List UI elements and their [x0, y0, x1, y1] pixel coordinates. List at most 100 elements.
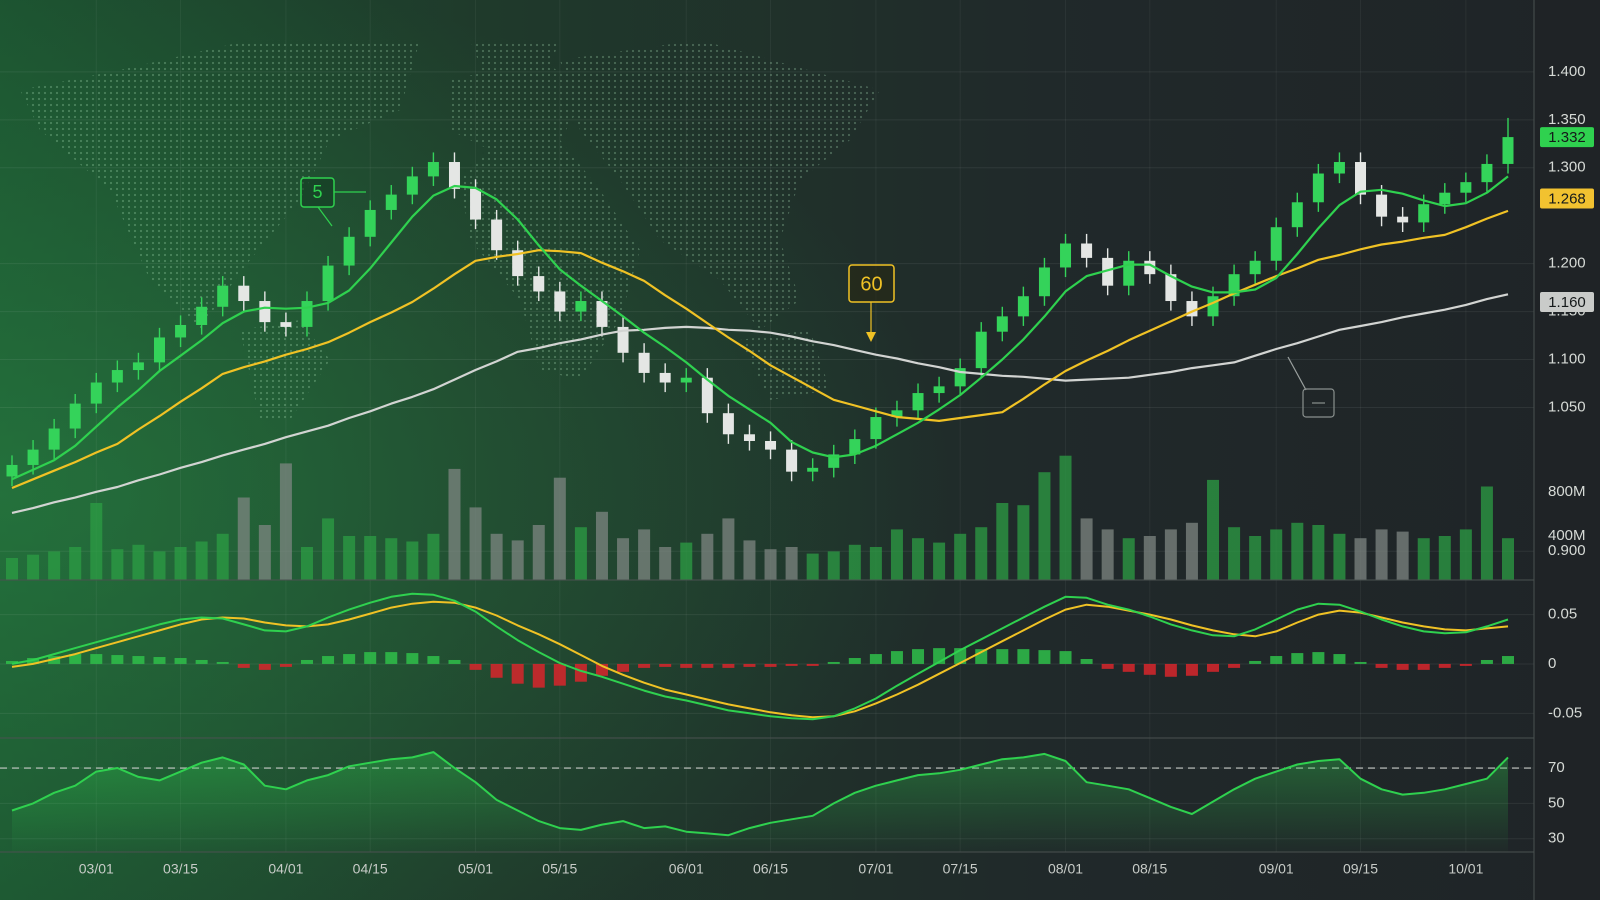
macd-histogram-bar [595, 663, 608, 676]
x-tick-label: 03/01 [79, 861, 114, 877]
annotation-text: 5 [312, 182, 322, 202]
volume-bar [174, 547, 187, 580]
macd-histogram-bar [1207, 663, 1220, 672]
volume-bar [638, 529, 651, 580]
candle-body [385, 194, 397, 210]
volume-bar [1438, 536, 1451, 580]
volume-bar [1291, 522, 1304, 580]
candle-body [1038, 267, 1050, 297]
volume-bar [1270, 529, 1283, 580]
volume-bar [954, 533, 967, 580]
volume-bar [890, 529, 903, 580]
macd-histogram-bar [1164, 663, 1177, 677]
macd-histogram-bar [912, 649, 925, 664]
macd-histogram-bar [890, 651, 903, 664]
candle-body [1481, 163, 1493, 183]
candle-body [870, 417, 882, 440]
macd-histogram-bar [743, 663, 756, 667]
x-tick-label: 05/01 [458, 861, 493, 877]
rsi-line [11, 751, 1509, 837]
candle-body [996, 316, 1008, 332]
candle-body [238, 285, 250, 302]
macd-histogram-bar [6, 660, 18, 664]
volume-bar [975, 527, 988, 580]
candle-body [1102, 257, 1114, 286]
candle-body [617, 326, 629, 353]
candle-body [1355, 162, 1367, 195]
candle-body [322, 265, 334, 302]
candle-body [1081, 243, 1093, 258]
candle-body [1144, 260, 1156, 275]
y-tick-label: -0.05 [1548, 704, 1582, 721]
macd-line [11, 592, 1509, 721]
candle-body [1165, 274, 1177, 302]
macd-histogram-bar [1438, 663, 1451, 668]
macd-histogram-bar [848, 658, 861, 664]
x-tick-label: 07/01 [858, 861, 893, 877]
volume-bar [1080, 518, 1093, 580]
volume-bar [532, 525, 545, 580]
volume-bar [343, 536, 356, 580]
candle-body [1249, 260, 1261, 275]
price-tag [1540, 127, 1594, 148]
candle-body [217, 285, 229, 307]
macd-histogram-bar [1101, 663, 1114, 669]
macd-histogram-bar [1059, 651, 1072, 664]
macd-histogram-bar [996, 649, 1009, 664]
x-tick-label: 05/15 [542, 861, 577, 877]
volume-bar [279, 463, 292, 580]
candle-body [554, 291, 566, 312]
candle-body [912, 393, 924, 411]
macd-histogram-bar [279, 663, 292, 667]
macd-histogram-bar [1122, 663, 1135, 672]
macd-histogram-bar [1502, 656, 1514, 664]
volume-bar [595, 511, 608, 580]
annotation-arrowhead [866, 332, 876, 342]
candle-body [849, 439, 861, 455]
candle-body [1312, 173, 1324, 203]
candle-body [427, 162, 439, 177]
y-tick-label: 1.400 [1548, 63, 1586, 80]
candle-body [933, 386, 945, 394]
candle-body [1333, 162, 1345, 174]
y-tick-label: 0 [1548, 655, 1556, 672]
macd-histogram-bar [511, 663, 524, 684]
volume-bar [69, 547, 82, 580]
annotation-ma60: 60 [848, 264, 895, 342]
axis-background [1534, 0, 1600, 900]
macd-histogram-bar [1080, 659, 1093, 664]
volume-bar [27, 554, 40, 580]
map-asia [560, 40, 880, 330]
annotation-ma5: 5 [300, 177, 366, 227]
volume-bar [1459, 529, 1472, 580]
macd-histogram-bar [1459, 663, 1472, 666]
volume-bar [1396, 531, 1409, 580]
candle-body [596, 301, 608, 327]
volume-bar [1101, 529, 1114, 580]
map-south-america [240, 320, 330, 420]
macd-line [11, 600, 1509, 719]
macd-histogram-bar [469, 663, 482, 670]
volume-bar [1207, 479, 1220, 580]
candle-body [153, 337, 165, 363]
volume-bar [216, 533, 229, 580]
candle-body [1502, 137, 1514, 164]
macd-histogram-bar [659, 663, 672, 667]
map-europe-africa [450, 60, 640, 380]
candle-body [1376, 194, 1388, 217]
macd-histogram-bar [237, 663, 250, 668]
macd-histogram-bar [869, 654, 882, 664]
volume-bar [6, 558, 18, 580]
candle-body [27, 449, 39, 465]
macd-histogram-bar [827, 661, 840, 664]
candle-body [680, 377, 692, 383]
annotation-arrow [1287, 356, 1307, 391]
macd-histogram-bar [195, 659, 208, 664]
candle-body [786, 449, 798, 472]
y-tick-label: 1.200 [1548, 255, 1586, 272]
volume-bar [827, 551, 840, 580]
candle-body [364, 209, 376, 237]
x-tick-label: 09/15 [1343, 861, 1378, 877]
volume-bar [1143, 536, 1156, 580]
volume-bar [701, 533, 714, 580]
